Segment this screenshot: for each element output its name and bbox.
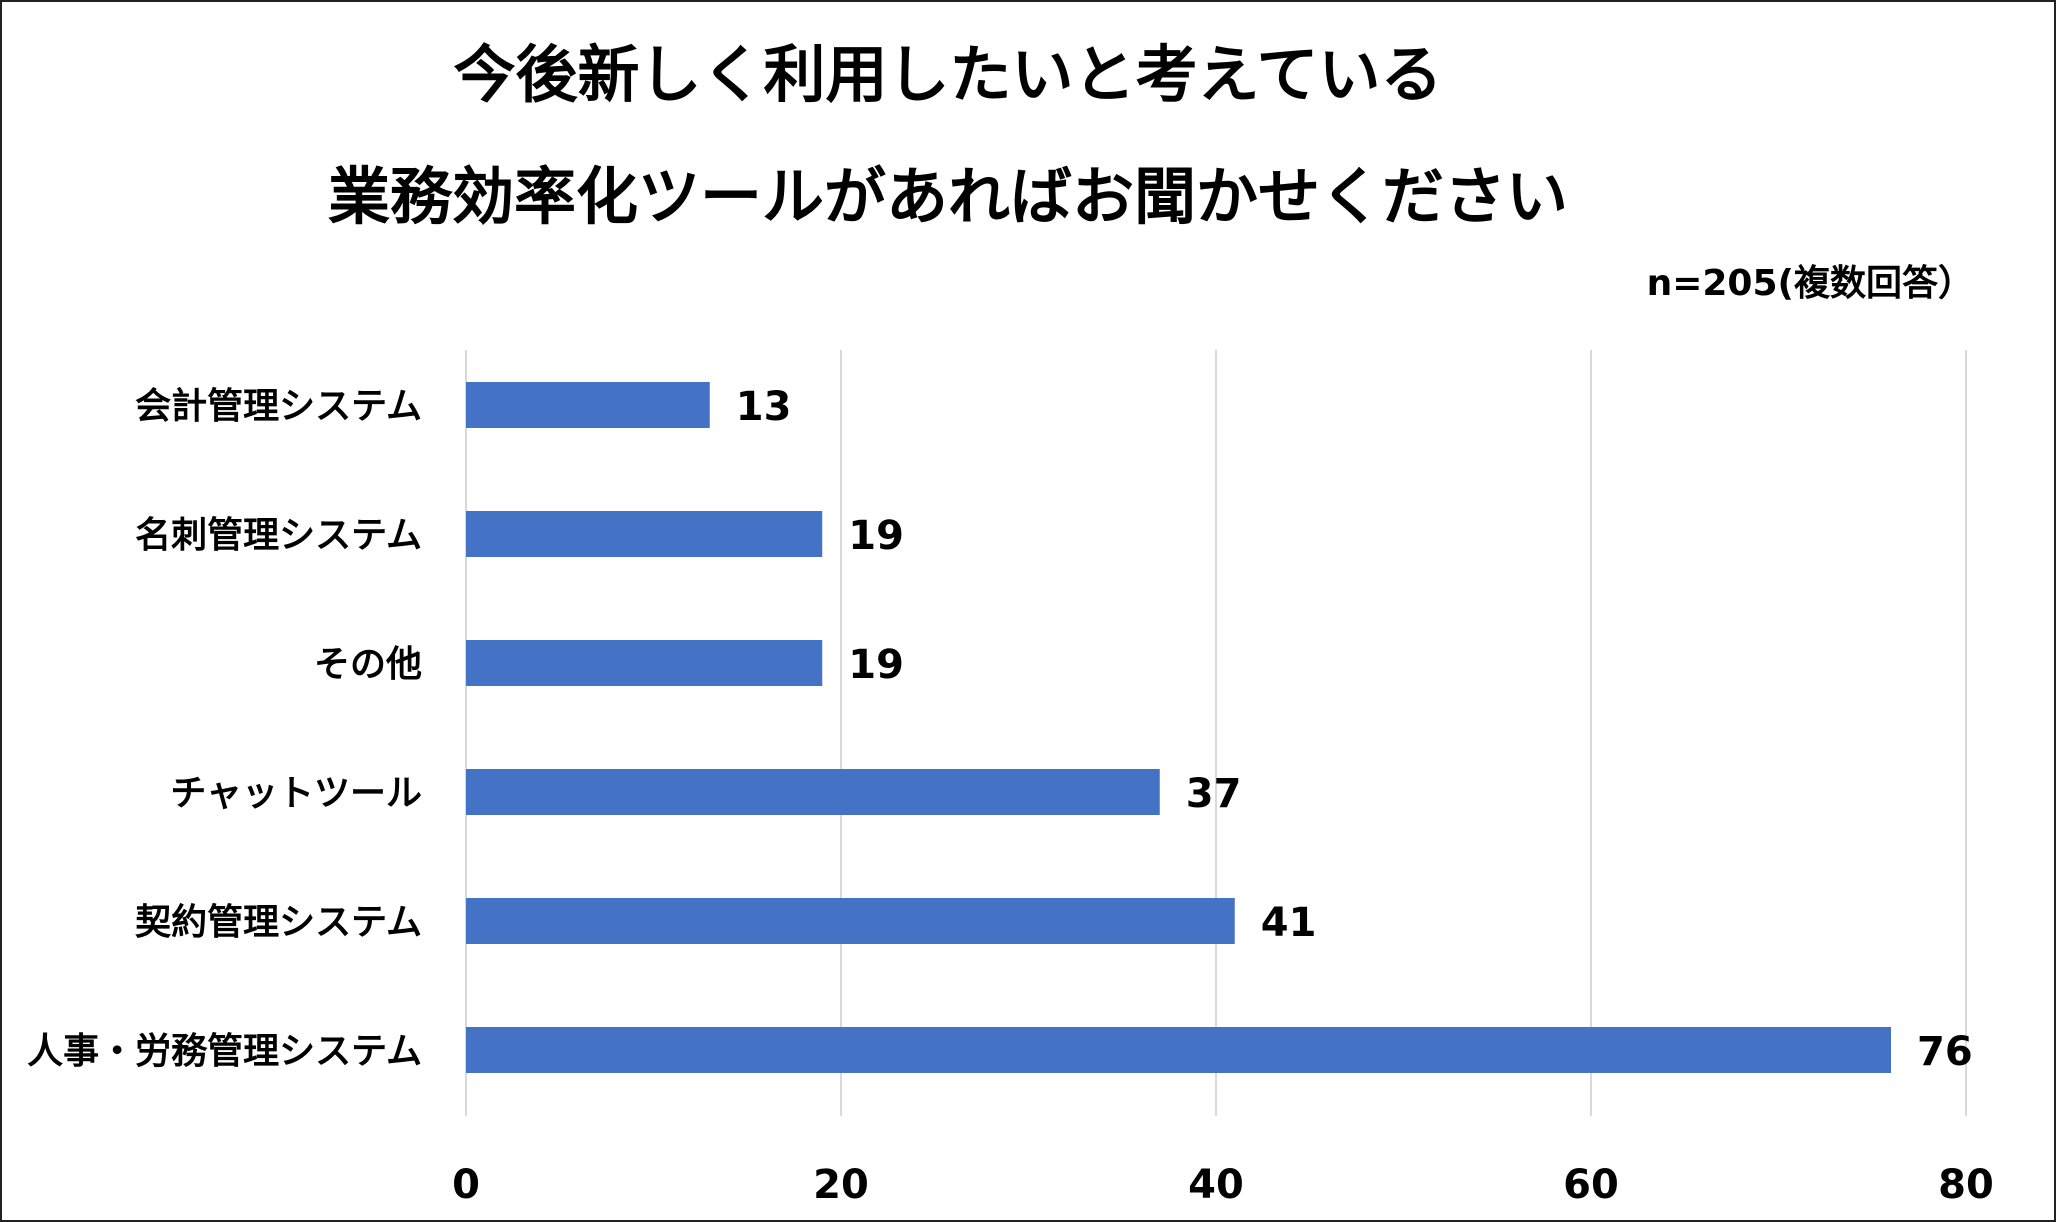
bar-4 — [466, 898, 1235, 944]
x-tick-label-40: 40 — [1188, 1162, 1244, 1208]
category-label-2: その他 — [314, 644, 422, 685]
bar-5 — [466, 1027, 1891, 1073]
value-label-5: 76 — [1917, 1029, 1973, 1075]
bars — [466, 382, 1891, 1073]
value-label-2: 19 — [848, 642, 904, 688]
bar-3 — [466, 769, 1160, 815]
chart-subtitle: n=205(複数回答） — [1646, 263, 1974, 304]
category-label-4: 契約管理システム — [135, 902, 422, 943]
grid-lines — [465, 350, 1967, 1116]
x-tick-label-80: 80 — [1938, 1162, 1994, 1208]
category-label-0: 会計管理システム — [135, 386, 422, 427]
chart-title-line-1: 今後新しく利用したいと考えている — [453, 38, 1443, 111]
bar-2 — [466, 640, 823, 686]
labels: 0 20 40 60 80 会計管理システム 13 名刺管理システム 19 その他 19 チャットツー… — [27, 384, 1994, 1208]
value-label-4: 41 — [1261, 900, 1317, 946]
value-label-1: 19 — [848, 513, 904, 559]
category-label-5: 人事・労務管理システム — [27, 1031, 422, 1072]
bar-1 — [466, 511, 823, 557]
x-tick-label-0: 0 — [452, 1162, 480, 1208]
value-label-3: 37 — [1186, 771, 1242, 817]
value-label-0: 13 — [736, 384, 792, 430]
category-label-3: チャットツール — [170, 773, 422, 814]
x-tick-label-20: 20 — [813, 1162, 869, 1208]
x-tick-label-60: 60 — [1563, 1162, 1619, 1208]
bar-0 — [466, 382, 710, 428]
category-label-1: 名刺管理システム — [135, 515, 422, 556]
chart-title-line-2: 業務効率化ツールがあればお聞かせください — [327, 160, 1568, 233]
